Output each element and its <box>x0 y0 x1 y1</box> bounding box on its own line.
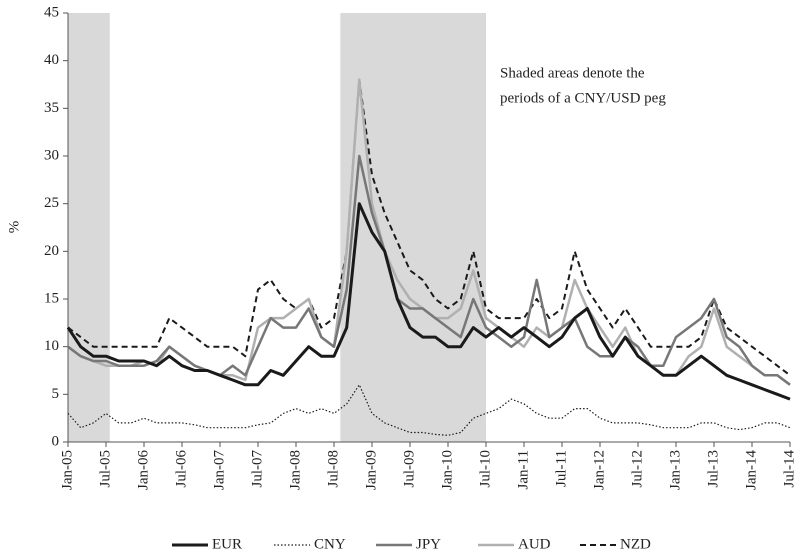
x-tick-label: Jan-11 <box>515 450 531 489</box>
y-tick-label: 10 <box>44 338 59 354</box>
y-tick-label: 35 <box>44 100 59 116</box>
series-line <box>67 384 791 436</box>
x-tick-label: Jan-10 <box>439 450 455 490</box>
series-line <box>67 154 791 386</box>
x-tick-label: Jan-05 <box>59 450 75 490</box>
x-tick-label: Jan-08 <box>287 450 303 490</box>
y-tick-label: 30 <box>44 147 59 163</box>
legend-label: NZD <box>620 536 651 552</box>
annotation: periods of a CNY/USD peg <box>500 90 666 106</box>
legend-label: AUD <box>518 536 551 552</box>
x-tick-label: Jul-10 <box>477 450 493 488</box>
x-tick-label: Jan-07 <box>211 450 227 490</box>
x-tick-label: Jul-06 <box>173 450 189 488</box>
shaded-period <box>68 13 110 442</box>
x-tick-label: Jan-12 <box>591 450 607 490</box>
y-tick-label: 0 <box>52 433 60 449</box>
x-tick-label: Jul-05 <box>97 450 113 488</box>
x-tick-label: Jan-06 <box>135 450 151 490</box>
y-tick-label: 20 <box>44 243 59 259</box>
y-tick-label: 40 <box>44 52 59 68</box>
x-tick-label: Jul-07 <box>249 450 265 488</box>
y-tick-label: 15 <box>44 290 59 306</box>
legend-label: JPY <box>416 536 441 552</box>
x-tick-label: Jan-14 <box>743 450 759 490</box>
annotation: Shaded areas denote the <box>500 65 645 81</box>
series-line <box>66 202 791 401</box>
legend-label: EUR <box>212 536 242 552</box>
x-tick-label: Jan-09 <box>363 450 379 490</box>
x-tick-label: Jul-08 <box>325 450 341 488</box>
y-tick-label: 25 <box>44 195 59 211</box>
x-tick-label: Jan-13 <box>667 450 683 490</box>
y-axis-label: % <box>6 221 22 234</box>
y-tick-label: 5 <box>52 386 60 402</box>
series-line <box>67 78 791 377</box>
x-tick-label: Jul-14 <box>781 450 794 488</box>
x-tick-label: Jul-13 <box>705 450 721 488</box>
x-tick-label: Jul-12 <box>629 450 645 488</box>
x-tick-label: Jul-09 <box>401 450 417 488</box>
legend-label: CNY <box>314 536 346 552</box>
x-tick-label: Jul-11 <box>553 450 569 487</box>
y-tick-label: 45 <box>44 4 59 20</box>
shaded-period <box>340 13 486 442</box>
